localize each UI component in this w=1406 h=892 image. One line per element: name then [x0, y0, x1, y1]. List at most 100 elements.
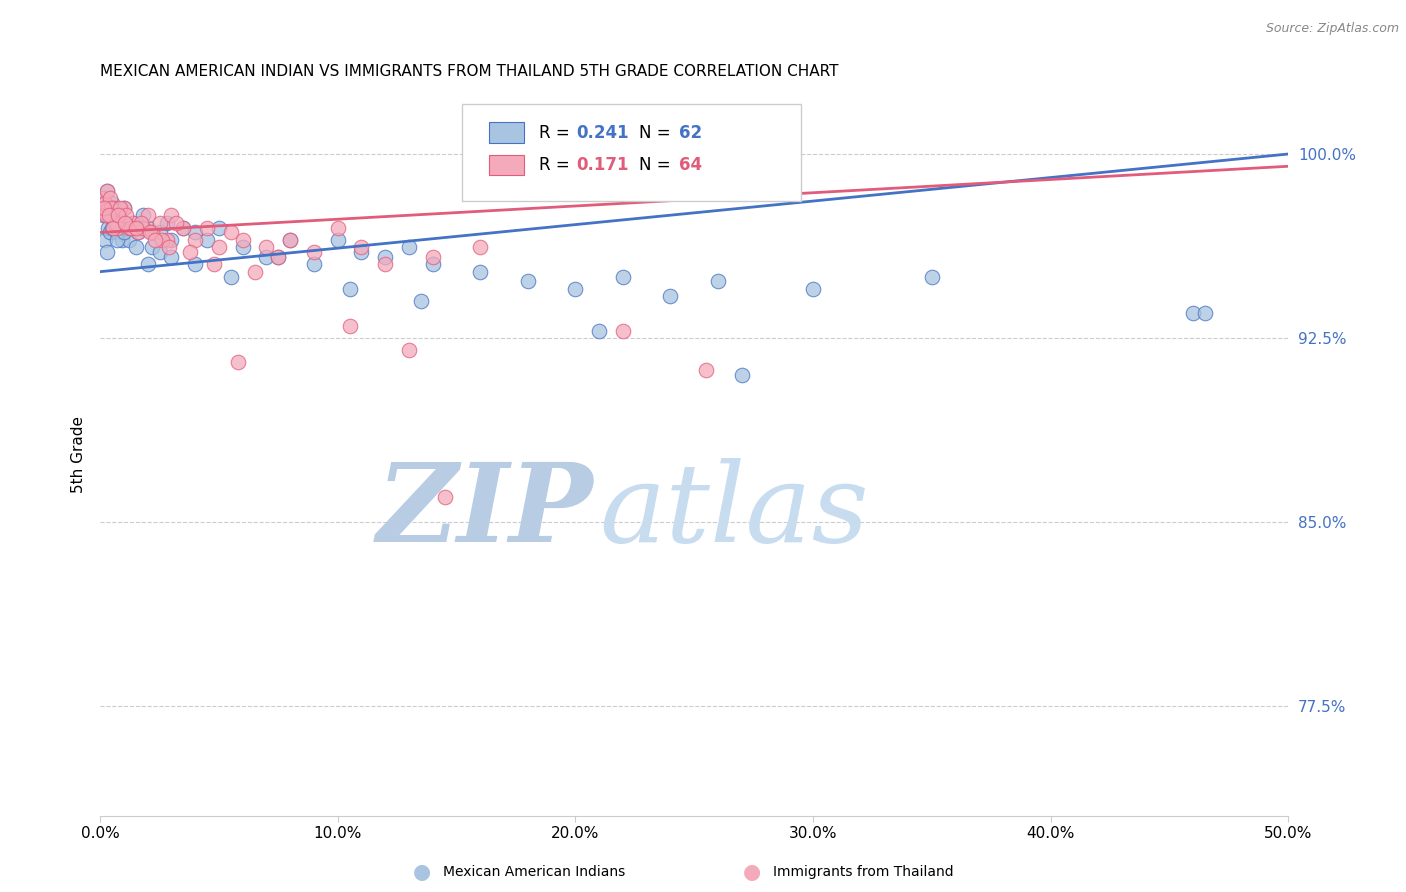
FancyBboxPatch shape [489, 122, 524, 143]
Text: R =: R = [538, 156, 575, 174]
Point [94, 201, 117, 215]
Point [148, 245, 170, 260]
Text: N =: N = [640, 156, 676, 174]
Point [179, 245, 201, 260]
Point [148, 226, 170, 240]
Point [398, 343, 420, 358]
Point [108, 208, 131, 222]
Text: 0.171: 0.171 [576, 156, 628, 174]
Point [103, 216, 125, 230]
Point [208, 240, 231, 254]
Point [339, 318, 361, 333]
Point [374, 257, 396, 271]
Point [226, 355, 249, 369]
Point [103, 220, 125, 235]
Text: ZIP: ZIP [377, 458, 593, 566]
Text: 64: 64 [679, 156, 702, 174]
Point [101, 196, 124, 211]
Point [112, 201, 135, 215]
Point [122, 216, 145, 230]
Point [195, 233, 218, 247]
Point [267, 250, 290, 264]
Point [256, 240, 278, 254]
Point [141, 240, 163, 254]
Point [350, 240, 373, 254]
Point [156, 233, 179, 247]
Point [105, 220, 128, 235]
Point [148, 216, 170, 230]
Point [101, 220, 124, 235]
Point [350, 245, 373, 260]
Point [184, 233, 207, 247]
Point [127, 226, 149, 240]
Point [150, 233, 173, 247]
Point [136, 220, 159, 235]
Point [339, 282, 361, 296]
Point [136, 257, 159, 271]
Text: atlas: atlas [599, 458, 869, 566]
Point [93, 201, 115, 215]
Point [110, 233, 132, 247]
Point [120, 220, 142, 235]
Point [278, 233, 301, 247]
Point [129, 216, 152, 230]
Point [165, 216, 187, 230]
Point [160, 233, 183, 247]
Point [302, 257, 325, 271]
Point [160, 208, 183, 222]
Point [101, 208, 124, 222]
Point [132, 220, 155, 235]
Point [96, 245, 118, 260]
FancyBboxPatch shape [489, 155, 524, 175]
Text: Source: ZipAtlas.com: Source: ZipAtlas.com [1265, 22, 1399, 36]
Point [98, 191, 121, 205]
Point [278, 233, 301, 247]
Point [100, 208, 122, 222]
Point [100, 201, 122, 215]
Point [105, 226, 128, 240]
Point [94, 233, 117, 247]
Point [115, 208, 138, 222]
Point [156, 216, 179, 230]
Point [219, 269, 242, 284]
Point [108, 208, 131, 222]
Point [588, 324, 610, 338]
Point [110, 201, 132, 215]
Point [256, 250, 278, 264]
Point [125, 240, 148, 254]
Point [143, 233, 166, 247]
Point [1182, 306, 1205, 320]
Point [96, 184, 118, 198]
Point [141, 226, 163, 240]
Text: 0.241: 0.241 [576, 123, 628, 142]
Point [326, 233, 349, 247]
Point [612, 269, 634, 284]
Point [195, 220, 218, 235]
Text: Immigrants from Thailand: Immigrants from Thailand [773, 865, 953, 880]
Text: MEXICAN AMERICAN INDIAN VS IMMIGRANTS FROM THAILAND 5TH GRADE CORRELATION CHART: MEXICAN AMERICAN INDIAN VS IMMIGRANTS FR… [100, 64, 838, 79]
Point [516, 275, 538, 289]
Point [94, 208, 117, 222]
Y-axis label: 5th Grade: 5th Grade [72, 416, 86, 492]
Point [104, 216, 127, 230]
Point [127, 226, 149, 240]
FancyBboxPatch shape [463, 103, 801, 202]
Text: R =: R = [538, 123, 575, 142]
Point [112, 226, 135, 240]
Point [422, 257, 444, 271]
Point [136, 208, 159, 222]
Text: Mexican American Indians: Mexican American Indians [443, 865, 626, 880]
Point [172, 220, 194, 235]
Point [232, 233, 254, 247]
Point [470, 265, 492, 279]
Point [267, 250, 290, 264]
Point [107, 208, 129, 222]
Text: N =: N = [640, 123, 676, 142]
Point [91, 208, 114, 222]
Point [110, 216, 132, 230]
Point [96, 184, 118, 198]
Point [115, 220, 138, 235]
Point [564, 282, 586, 296]
Point [117, 220, 139, 235]
Point [374, 250, 396, 264]
